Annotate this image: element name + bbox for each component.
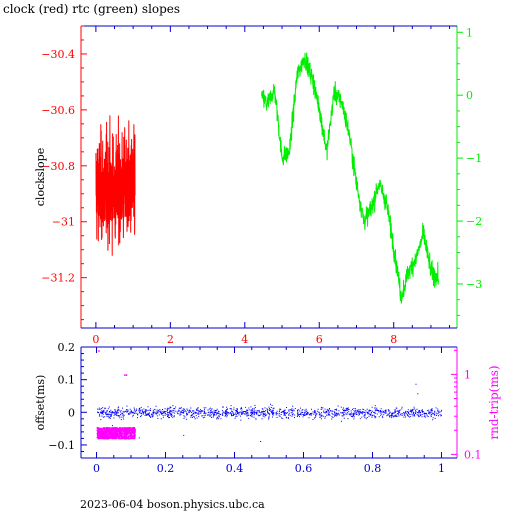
x-tick-label: 0.2	[157, 462, 175, 475]
x-tick-label: 0.4	[226, 462, 244, 475]
footer-caption: 2023-06-04 boson.physics.ubc.ca	[80, 498, 265, 511]
y-tick-label: 0.1	[58, 374, 76, 387]
y2-axis-title: rnd-trip(ms)	[487, 365, 501, 439]
x-tick-label: 0	[92, 333, 99, 346]
y-tick-label: 0	[68, 406, 75, 419]
y-tick-label: −30.6	[41, 104, 75, 117]
x-tick-label: 0	[93, 462, 100, 475]
x-tick-label: 2	[167, 333, 174, 346]
y2-tick-label: −1	[466, 152, 482, 165]
y2-tick-label: 1	[464, 368, 471, 381]
x-tick-label: 4	[241, 333, 248, 346]
series-rndtrip-points	[96, 350, 136, 440]
x-tick-label: 8	[390, 333, 397, 346]
x-tick-label: 1	[438, 462, 445, 475]
y2-tick-label: −3	[466, 278, 482, 291]
y-tick-label: −30.8	[41, 160, 75, 173]
y2-tick-label: 0	[466, 89, 473, 102]
x-tick-label: 6	[316, 333, 323, 346]
y-axis-title: offset(ms)	[34, 375, 47, 431]
series-clock-line	[95, 115, 136, 256]
y-tick-label: −31.2	[41, 272, 75, 285]
series-rtc-line	[261, 52, 439, 304]
offset-chart: 0 0.2 0.4 0.6 0.8 1 0.2 0.1 0 −0.1 1 0.1 offset(ms) r…	[34, 341, 501, 475]
x-tick-label: 0.6	[295, 462, 313, 475]
y-tick-label: 0.2	[58, 341, 76, 354]
y-tick-label: −31	[52, 216, 75, 229]
series-offset-points	[97, 383, 443, 442]
y-tick-label: −0.1	[48, 439, 75, 452]
y2-tick-label: −2	[466, 215, 482, 228]
y-axis-title: clockslope	[34, 148, 47, 206]
slopes-chart: 0 2 4 6 8 −30.4 −30.6 −30.8 −31 −31.2 1 0 −1 −2 −3 cloc…	[34, 25, 482, 346]
x-tick-label: 0.8	[364, 462, 382, 475]
y-tick-label: −30.4	[41, 48, 75, 61]
y2-tick-label: 1	[466, 26, 473, 39]
chart-title: clock (red) rtc (green) slopes	[3, 2, 181, 16]
y2-tick-label: 0.1	[464, 448, 482, 461]
